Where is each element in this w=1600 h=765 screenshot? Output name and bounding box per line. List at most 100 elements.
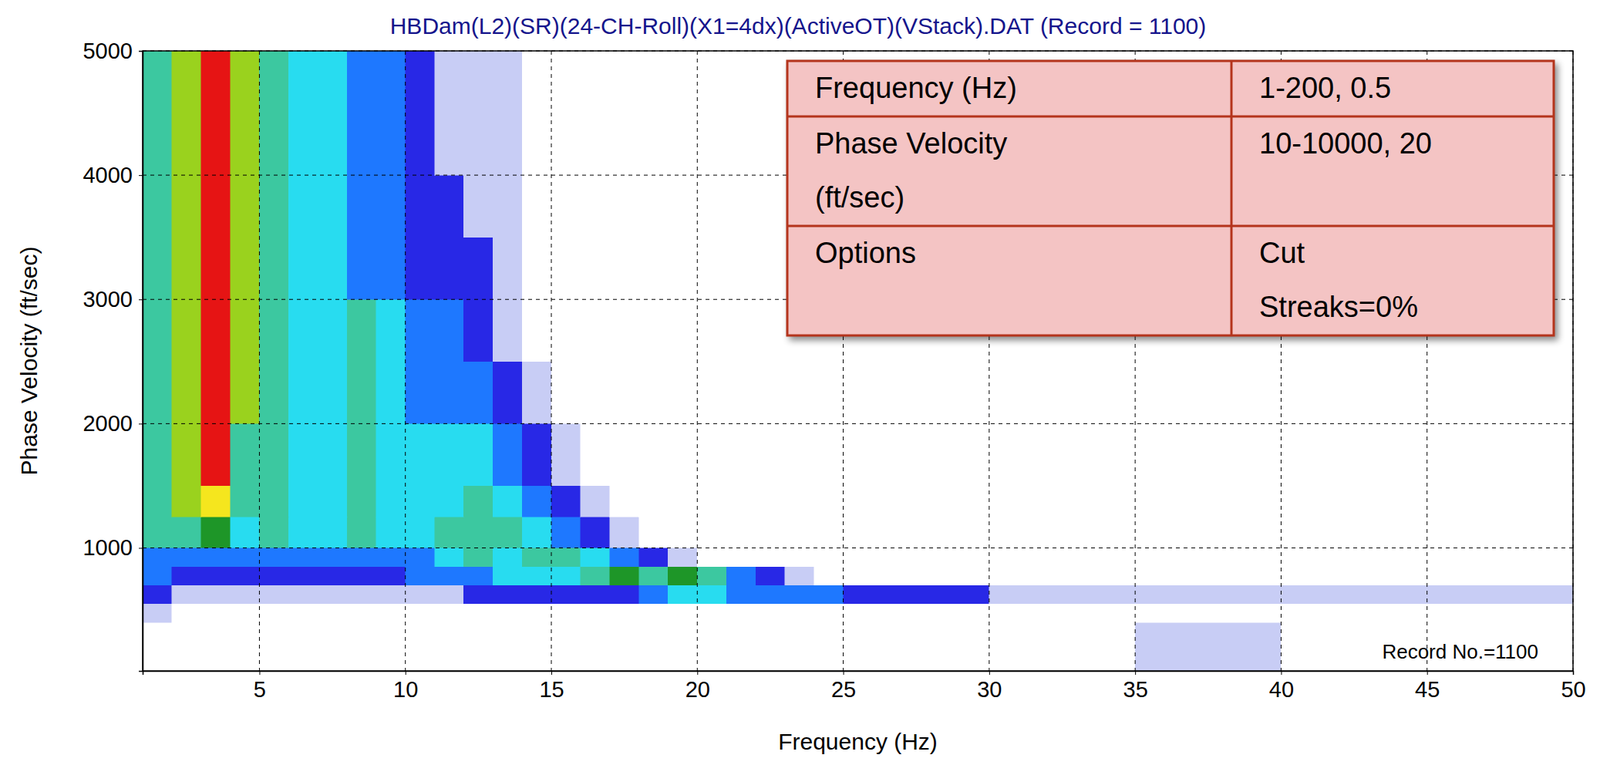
y-tick-mark xyxy=(138,423,143,425)
heatmap-cell xyxy=(522,603,552,623)
heatmap-cell xyxy=(755,485,785,517)
heatmap-cell xyxy=(317,299,347,362)
heatmap-cell xyxy=(784,423,815,486)
table-cell-text: Streaks=0% xyxy=(1259,290,1419,324)
heatmap-cell xyxy=(609,175,640,238)
heatmap-cell xyxy=(551,516,581,548)
heatmap-cell xyxy=(639,622,669,671)
heatmap-cell xyxy=(1135,361,1281,425)
heatmap-cell xyxy=(376,585,406,604)
heatmap-cell xyxy=(492,175,523,238)
heatmap-cell xyxy=(551,50,581,114)
heatmap-cell xyxy=(522,585,552,604)
heatmap-cell xyxy=(755,622,785,671)
heatmap-cell xyxy=(639,547,669,566)
chart-title: HBDam(L2)(SR)(24-CH-Roll)(X1=4dx)(Active… xyxy=(390,13,1207,39)
heatmap-cell xyxy=(814,585,844,604)
heatmap-cell xyxy=(230,237,260,300)
x-tick-mark xyxy=(843,670,845,675)
heatmap-cell xyxy=(434,237,465,300)
heatmap-cell xyxy=(288,50,318,114)
heatmap-cell xyxy=(259,585,289,604)
heatmap-cell xyxy=(259,299,289,362)
heatmap-cell xyxy=(697,423,727,486)
heatmap-cell xyxy=(492,603,523,623)
heatmap-cell xyxy=(522,299,552,362)
heatmap-cell xyxy=(609,361,640,425)
heatmap-cell xyxy=(230,113,260,176)
heatmap-cell xyxy=(346,603,377,623)
plot-frame xyxy=(142,50,1574,671)
heatmap-cell xyxy=(580,585,610,604)
table-cell-text: Frequency (Hz) xyxy=(815,71,1018,105)
heatmap-cell xyxy=(522,547,552,566)
heatmap-cell xyxy=(755,423,785,486)
heatmap-cell xyxy=(755,566,785,586)
heatmap-cell xyxy=(201,566,231,586)
heatmap-cell xyxy=(843,566,990,586)
heatmap-cell xyxy=(463,603,493,623)
heatmap-cell xyxy=(405,566,435,586)
heatmap-cell xyxy=(376,237,406,300)
heatmap-cell xyxy=(288,547,318,566)
heatmap-cell xyxy=(697,516,727,548)
heatmap-cell xyxy=(755,516,785,548)
table-cell-text: 1-200, 0.5 xyxy=(1259,71,1392,105)
x-tick-label: 50 xyxy=(1560,677,1586,702)
heatmap-cell xyxy=(609,547,640,566)
heatmap-cell xyxy=(201,585,231,604)
heatmap-cell xyxy=(434,516,465,548)
heatmap-cell xyxy=(609,423,640,486)
heatmap-cell xyxy=(346,113,377,176)
heatmap-cell xyxy=(580,50,610,114)
heatmap-cell xyxy=(259,566,289,586)
grid-line-y xyxy=(142,547,1574,549)
heatmap-cell xyxy=(1135,516,1281,548)
heatmap-cell xyxy=(230,622,260,671)
heatmap-cell xyxy=(814,485,844,517)
heatmap-cell xyxy=(463,423,493,486)
heatmap-cell xyxy=(639,603,669,623)
heatmap-cell xyxy=(843,547,990,566)
heatmap-cell xyxy=(726,50,756,114)
y-tick: 4000 xyxy=(82,162,143,188)
heatmap-cell xyxy=(463,547,493,566)
heatmap-cell xyxy=(1280,516,1427,548)
heatmap-cell xyxy=(142,423,172,486)
heatmap-cell xyxy=(551,175,581,238)
heatmap-cell xyxy=(230,603,260,623)
heatmap-cell xyxy=(376,361,406,425)
y-tick-label: 2000 xyxy=(82,410,133,436)
heatmap-cell xyxy=(288,237,318,300)
heatmap-cell xyxy=(171,50,202,114)
heatmap-cell xyxy=(843,622,990,671)
heatmap-cell xyxy=(667,237,698,300)
heatmap-cell xyxy=(230,485,260,517)
heatmap-cell xyxy=(259,547,289,566)
heatmap-cell xyxy=(989,361,1136,425)
heatmap-cell xyxy=(259,622,289,671)
record-label: Record No.=1100 xyxy=(1381,640,1539,664)
heatmap-cell xyxy=(346,50,377,114)
heatmap-cell xyxy=(492,423,523,486)
x-tick-label: 15 xyxy=(538,677,564,702)
heatmap-cell xyxy=(609,237,640,300)
heatmap-cell xyxy=(784,516,815,548)
heatmap-cell xyxy=(726,423,756,486)
heatmap-cell xyxy=(726,603,756,623)
heatmap-cell xyxy=(405,361,435,425)
heatmap-cell xyxy=(201,299,231,362)
heatmap-cell xyxy=(171,485,202,517)
x-tick-label: 30 xyxy=(976,677,1002,702)
heatmap-cell xyxy=(551,361,581,425)
table-cell-text: (ft/sec) xyxy=(815,181,905,214)
heatmap-cell xyxy=(405,113,435,176)
heatmap-cell xyxy=(784,622,815,671)
table-cell-text: Options xyxy=(815,236,917,270)
heatmap-cell xyxy=(580,299,610,362)
heatmap-cell xyxy=(142,361,172,425)
heatmap-cell xyxy=(784,566,815,586)
table-col-line xyxy=(1230,60,1233,336)
heatmap-cell xyxy=(230,299,260,362)
heatmap-cell xyxy=(726,237,756,300)
